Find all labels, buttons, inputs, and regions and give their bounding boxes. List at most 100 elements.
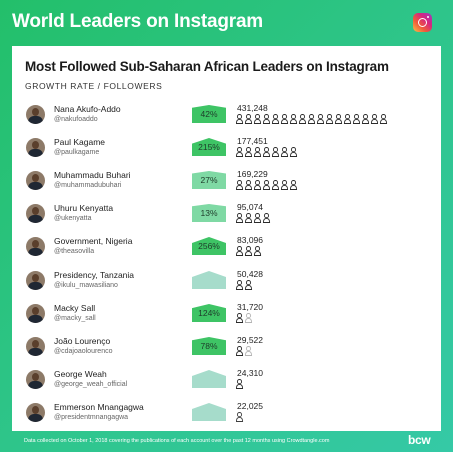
avatar (26, 336, 45, 356)
person-icon (271, 147, 280, 158)
avatar-face-icon (32, 207, 39, 216)
leader-name: Government, Nigeria (54, 236, 133, 247)
person-icon (236, 279, 244, 290)
avatar (26, 402, 45, 422)
person-icon (271, 114, 280, 124)
instagram-icon (413, 13, 432, 32)
person-icon (244, 180, 253, 191)
person-icon (316, 114, 325, 124)
person-icon (289, 147, 298, 158)
followers-label: 24,310 (237, 367, 263, 378)
person-icon (262, 114, 271, 124)
growth-marker (192, 303, 226, 322)
avatar-face-icon (32, 339, 39, 348)
follower-icons (236, 180, 298, 191)
avatar-face-icon (32, 405, 39, 414)
avatar (26, 270, 45, 290)
person-icon (253, 147, 262, 158)
person-icon (244, 213, 253, 224)
growth-label: 78% (200, 340, 218, 351)
person-icon (262, 213, 271, 224)
leader-handle: @george_weah_official (54, 380, 128, 388)
avatar-face-icon (32, 108, 39, 116)
leader-name: Uhuru Kenyatta (54, 203, 114, 214)
table-row: Muhammadu Buhari @muhammadubuhari 27% 169,2… (12, 168, 441, 202)
person-icon (280, 114, 289, 124)
follower-icons (236, 114, 388, 124)
page-title: World Leaders on Instagram (12, 11, 264, 32)
table-row: Nana Akufo-Addo @nakufoaddo 42% 431,248 (12, 102, 441, 136)
person-icon (236, 114, 244, 124)
growth-marker (192, 336, 226, 355)
person-icon (244, 312, 253, 323)
person-icon (271, 180, 280, 191)
person-icon (370, 114, 379, 124)
growth-label: 124% (198, 307, 220, 318)
avatar-body-icon (28, 380, 43, 389)
followers-label: 95,074 (237, 202, 263, 213)
leader-handle: @ukenyatta (54, 215, 92, 223)
avatar-face-icon (32, 273, 39, 282)
avatar-face-icon (32, 306, 39, 315)
table-row: Macky Sall @macky_sall 124% 31,720 (12, 301, 441, 335)
growth-label (192, 403, 226, 421)
avatar (26, 204, 45, 224)
person-icon (280, 147, 289, 158)
growth-marker (192, 237, 226, 256)
avatar (26, 171, 45, 191)
table-row: Uhuru Kenyatta @ukenyatta 13% 95,074 (12, 201, 441, 235)
avatar-face-icon (32, 240, 39, 249)
avatar-body-icon (28, 116, 43, 124)
person-icon (236, 246, 244, 257)
person-icon (236, 213, 244, 224)
table-row: João Lourenço @cdajoaolourenco 78% 29,522 (12, 334, 441, 368)
table-row: Presidency, Tanzania @ikulu_mawasiliano 50… (12, 268, 441, 302)
followers-label: 83,096 (237, 235, 263, 246)
followers-label: 22,025 (237, 400, 263, 411)
followers-label: 169,229 (237, 169, 268, 180)
leader-handle: @ikulu_mawasiliano (54, 281, 118, 289)
chart-subtitle: GROWTH RATE / FOLLOWERS (25, 81, 163, 91)
growth-marker (192, 138, 226, 157)
growth-label: 27% (200, 175, 218, 186)
instagram-dot-icon (427, 16, 429, 18)
leader-handle: @theasovilla (54, 248, 95, 256)
avatar-face-icon (32, 174, 39, 183)
person-icon (253, 180, 262, 191)
follower-icons (236, 312, 253, 323)
leader-name: Presidency, Tanzania (54, 269, 135, 280)
growth-label (192, 370, 226, 388)
person-icon (253, 246, 262, 257)
avatar-body-icon (28, 215, 43, 224)
avatar-body-icon (28, 347, 43, 356)
follower-icons (236, 411, 244, 422)
avatar-face-icon (32, 141, 39, 150)
follower-icons (236, 147, 298, 158)
follower-icons (236, 246, 262, 257)
leader-name: Muhammadu Buhari (54, 170, 131, 181)
person-icon (236, 411, 244, 422)
person-icon (325, 114, 334, 124)
person-icon (307, 114, 316, 124)
follower-icons (236, 378, 244, 389)
avatar (26, 369, 45, 389)
leader-name: Nana Akufo-Addo (54, 104, 121, 114)
chart-title: Most Followed Sub-Saharan African Leader… (25, 59, 389, 74)
chart-card: Most Followed Sub-Saharan African Leader… (12, 46, 441, 431)
person-icon (289, 180, 298, 191)
growth-marker (192, 270, 226, 289)
growth-label: 42% (200, 109, 218, 119)
person-icon (361, 114, 370, 124)
avatar-body-icon (28, 281, 43, 290)
leader-name: Emmerson Mnangagwa (54, 401, 144, 412)
person-icon (253, 114, 262, 124)
growth-marker (192, 402, 226, 421)
growth-label: 215% (198, 142, 220, 153)
growth-marker (192, 171, 226, 190)
table-row: George Weah @george_weah_official 24,310 (12, 367, 441, 401)
avatar (26, 105, 45, 124)
person-icon (244, 345, 253, 356)
avatar-face-icon (32, 372, 39, 381)
avatar-body-icon (28, 314, 43, 323)
person-icon (262, 147, 271, 158)
